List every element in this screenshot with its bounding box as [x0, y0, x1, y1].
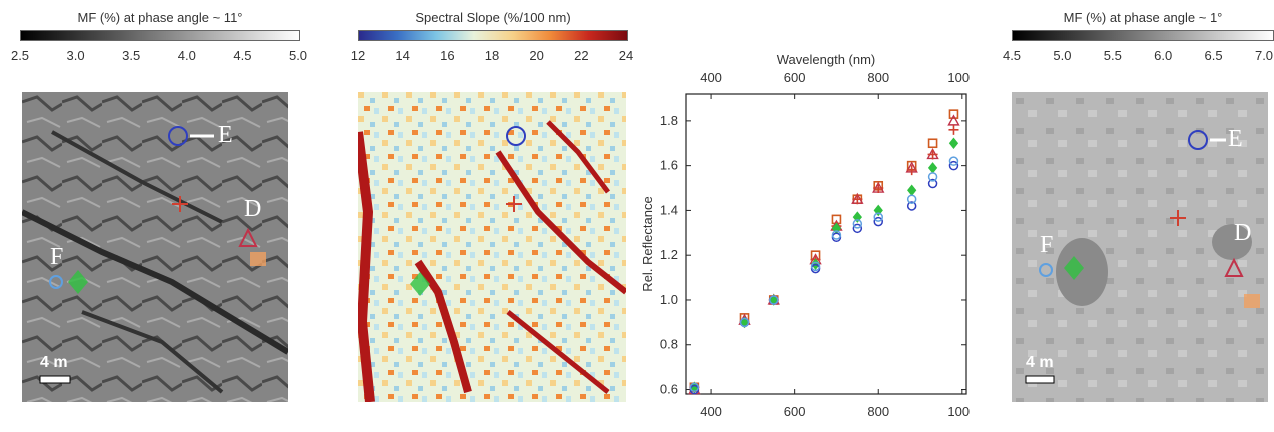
label-d: D [1234, 220, 1252, 246]
colorbar-tick-label: 6.0 [1154, 48, 1173, 63]
data-point-series-5 [948, 156, 959, 166]
spectral-slope-map [358, 92, 626, 402]
data-point-series-5 [810, 261, 821, 272]
colorbar-tick-label: 18 [484, 48, 500, 63]
label-f: F [1040, 232, 1054, 258]
data-point-series-5 [852, 219, 863, 229]
data-point-series-5 [739, 317, 750, 328]
x-tick-label: 800 [867, 404, 889, 419]
scale-bar-label: 4 m [40, 354, 68, 371]
data-point-series-2 [906, 165, 917, 176]
data-point-series-3 [948, 137, 959, 150]
colorbar-tick-label: 4.5 [233, 48, 252, 63]
label-f: F [50, 244, 64, 270]
label-d: D [244, 196, 262, 222]
y-axis-title: Rel. Reflectance [640, 196, 655, 291]
data-point-series-5 [769, 295, 779, 305]
colorbar-tick-label: 16 [440, 48, 455, 63]
data-point-series-4 [873, 216, 883, 227]
colorbar-title: MF (%) at phase angle ~ 1° [1063, 10, 1223, 25]
data-point-series-5 [873, 212, 883, 222]
colorbar [20, 30, 300, 41]
data-point-series-4 [852, 223, 863, 234]
x-tick-label-top: 800 [867, 70, 889, 85]
data-point-series-2 [927, 149, 938, 160]
reflectance-chart: Wavelength (nm) Rel. Reflectance 400 400 6… [640, 52, 976, 419]
surface-image: E D F 4 m [1012, 92, 1268, 402]
colorbar-tick-label: 20 [529, 48, 544, 63]
colorbar-title: Spectral Slope (%/100 nm) [415, 10, 571, 25]
scale-bar-label: 4 m [1026, 354, 1054, 371]
colorbar-tick-label: 6.5 [1204, 48, 1223, 63]
panel-spectral-slope: Spectral Slope (%/100 nm) 12 14 16 18 20 22 24 [340, 0, 640, 427]
label-e: E [218, 122, 233, 148]
colorbar-title: MF (%) at phase angle ~ 11° [77, 10, 243, 25]
data-points [688, 109, 960, 395]
data-point-series-0 [948, 109, 959, 119]
panel-reflectance-chart: Wavelength (nm) Rel. Reflectance 400 400 6… [630, 0, 976, 427]
y-tick-label: 1.0 [660, 292, 678, 307]
data-point-series-2 [948, 124, 959, 135]
panel-mf-11: MF (%) at phase angle ~ 11° 2.5 3.0 3.5 4.0… [0, 0, 310, 427]
colorbar-tick-label: 12 [350, 48, 366, 63]
x-axis-title: Wavelength (nm) [777, 52, 876, 67]
label-e: E [1228, 126, 1243, 152]
x-tick-label-top: 600 [784, 70, 806, 85]
surface-image: E D F 4 m [22, 92, 288, 402]
y-tick-label: 1.6 [660, 158, 678, 173]
panel-mf-1: MF (%) at phase angle ~ 1° 4.5 5.0 5.5 6.0 6… [994, 0, 1274, 427]
colorbar-tick-label: 14 [395, 48, 410, 63]
y-ticks: 0.6 0.8 1.0 1.2 1.4 1.6 1.8 [660, 113, 966, 397]
data-point-series-5 [927, 172, 938, 182]
y-tick-label: 0.8 [660, 337, 678, 352]
colorbar-tick-label: 22 [574, 48, 589, 63]
colorbar-tick-label: 5.0 [288, 48, 308, 63]
data-point-series-5 [689, 382, 700, 393]
data-point-series-3 [769, 294, 779, 306]
x-tick-label: 600 [784, 404, 806, 419]
colorbar-tick-label: 5.0 [1053, 48, 1072, 63]
colorbar-tick-label: 7.0 [1254, 48, 1274, 63]
y-tick-label: 1.4 [660, 202, 678, 217]
colorbar-tick-label: 3.5 [122, 48, 141, 63]
data-point-series-2 [852, 194, 863, 205]
colorbar-tick-label: 2.5 [10, 48, 30, 63]
y-tick-label: 0.6 [660, 382, 678, 397]
colorbar-tick-label: 4.5 [1002, 48, 1022, 63]
colorbar-tick-label: 24 [618, 48, 634, 63]
y-tick-label: 1.2 [660, 247, 678, 262]
data-point-series-4 [948, 160, 959, 171]
data-point-series-5 [906, 194, 917, 204]
data-point-series-5 [831, 230, 842, 240]
colorbar-tick-label: 3.0 [66, 48, 85, 63]
data-point-series-4 [906, 201, 917, 211]
data-point-series-0 [927, 138, 938, 149]
data-point-series-2 [873, 183, 884, 194]
data-point-series-4 [927, 178, 938, 189]
colorbar-tick-label: 4.0 [177, 48, 196, 63]
colorbar-tick-label: 5.5 [1103, 48, 1122, 63]
data-point-series-3 [739, 316, 750, 329]
plot-frame [685, 93, 967, 395]
y-tick-label: 1.8 [660, 113, 678, 128]
colorbar [1012, 30, 1274, 41]
x-tick-label: 400 [700, 404, 722, 419]
x-tick-label-top: 400 [700, 70, 722, 85]
colorbar [358, 30, 628, 41]
